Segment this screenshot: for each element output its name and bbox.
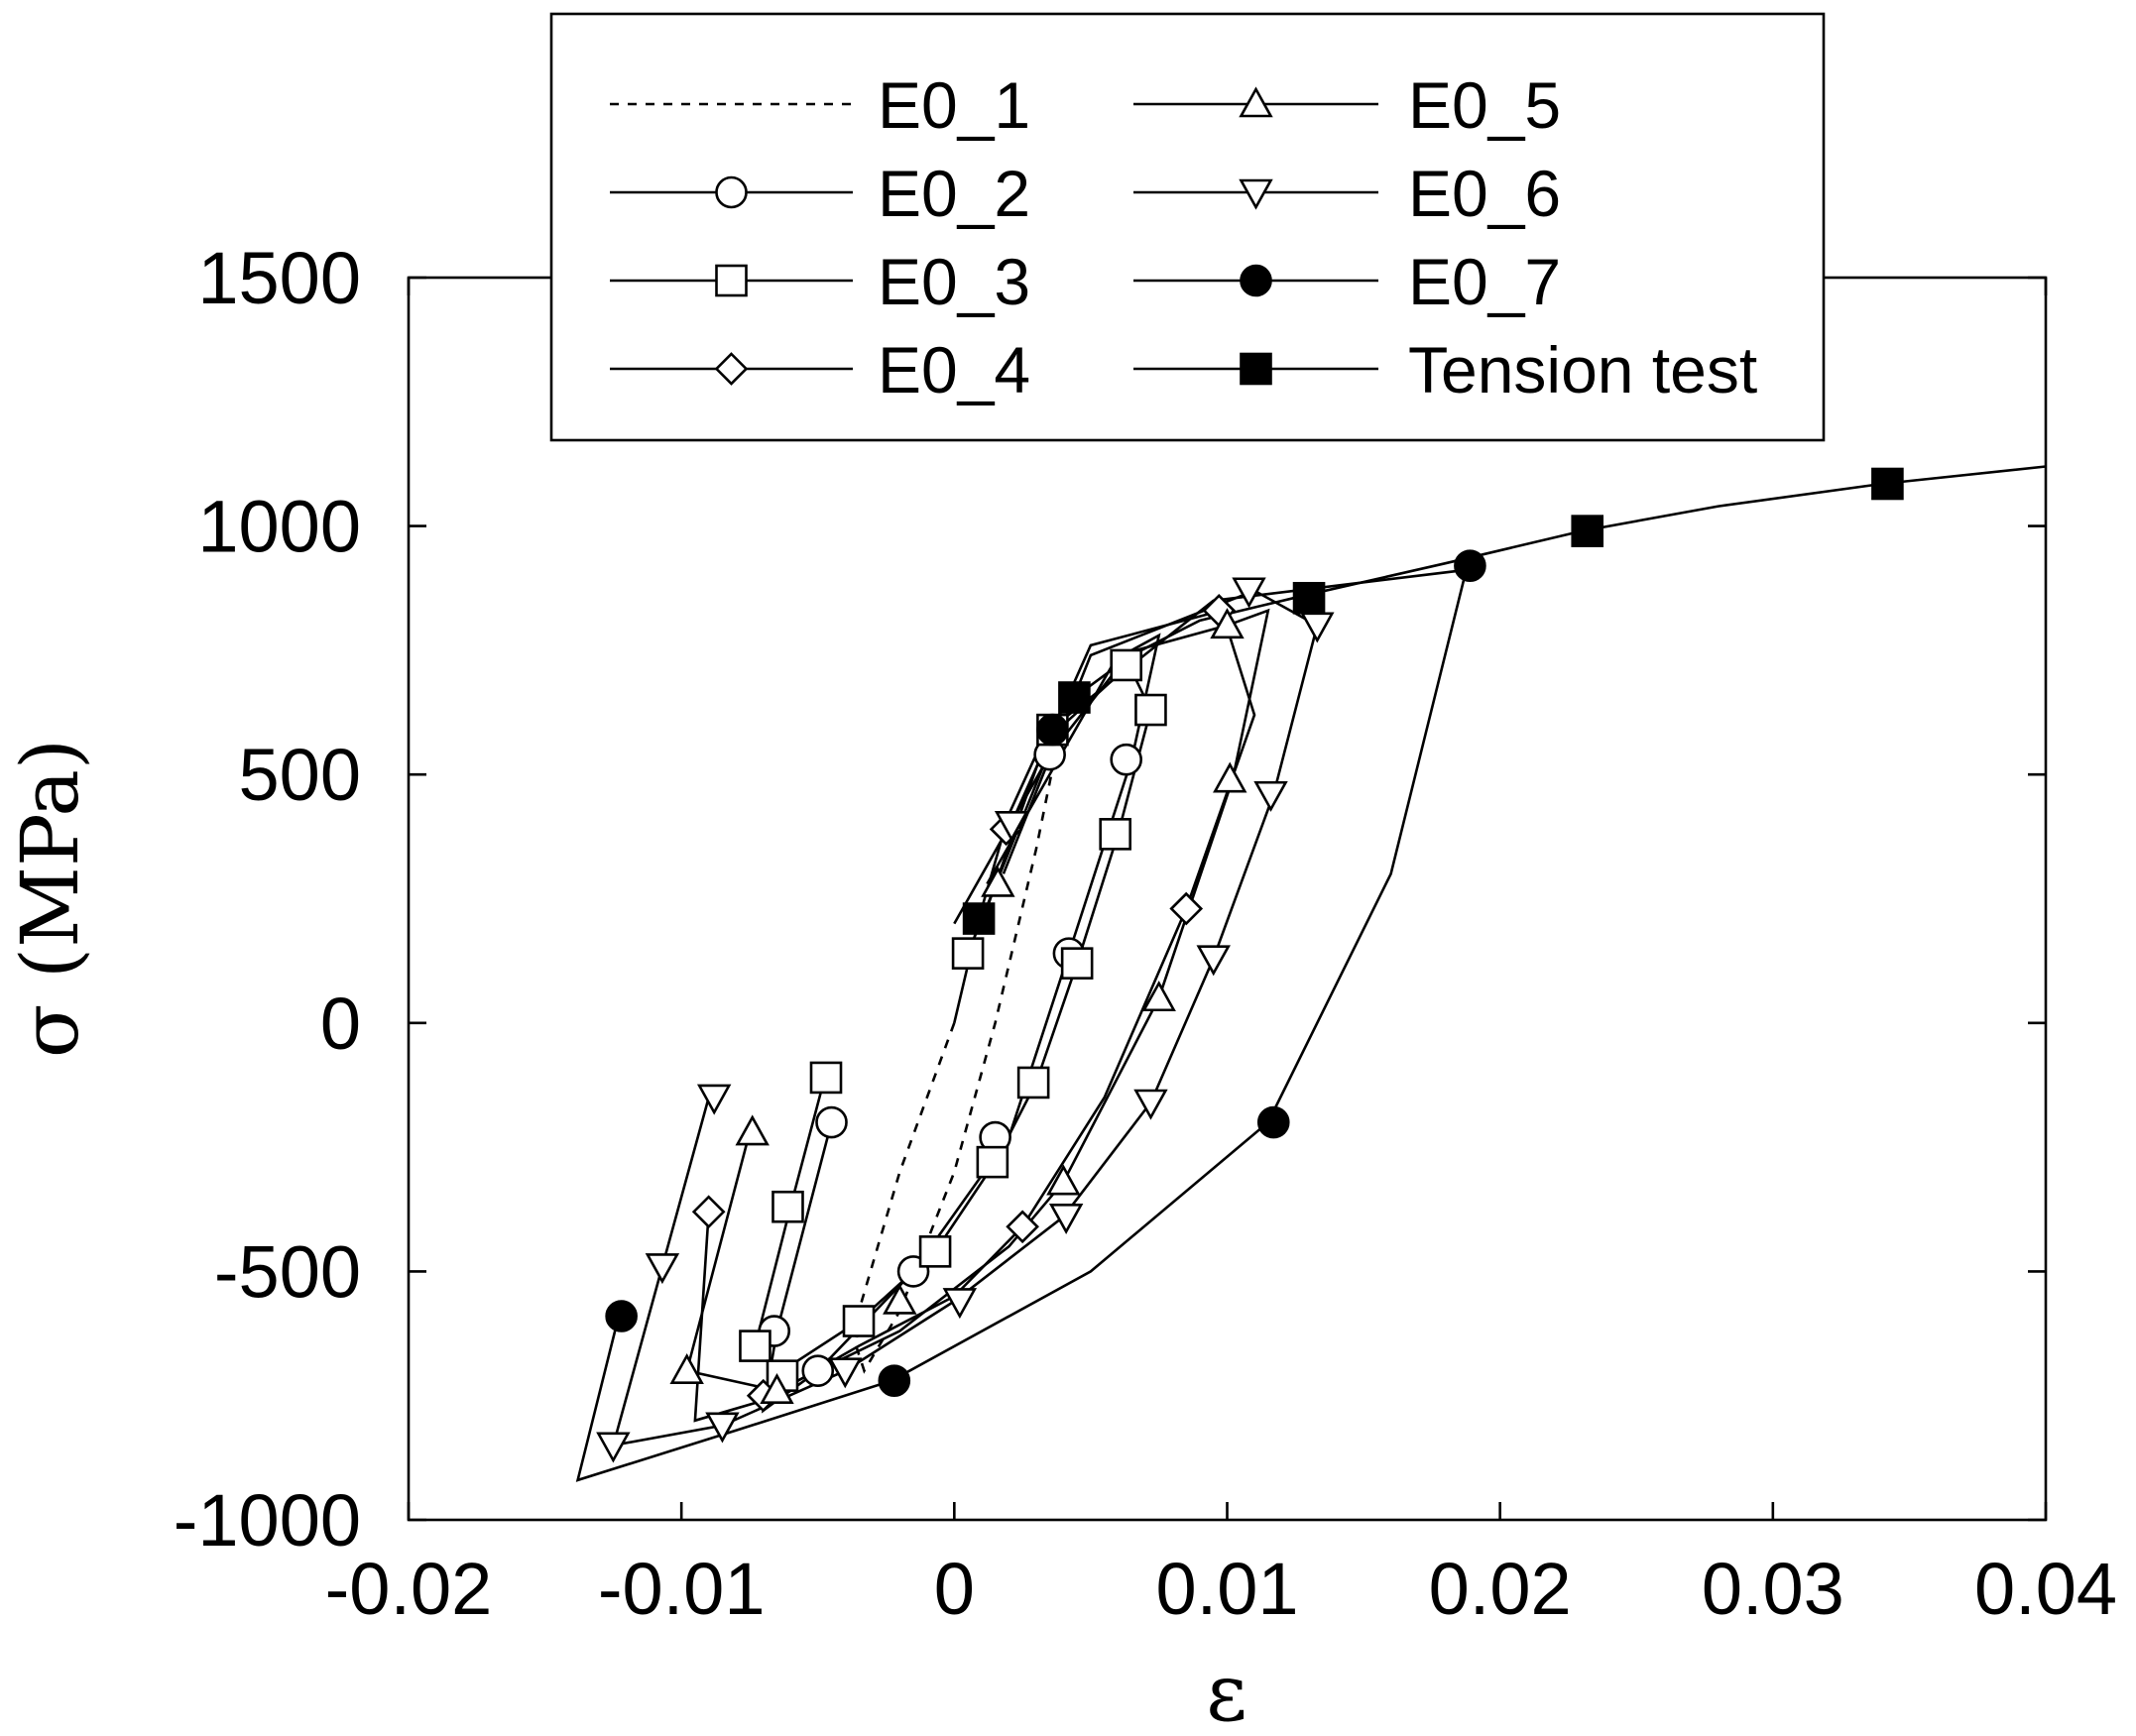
legend-marker-e0-3: [715, 264, 748, 297]
x-tick-label: 0.01: [1155, 1548, 1298, 1630]
plot-curves: [575, 465, 2047, 1482]
legend-label-e0-5: E0_5: [1408, 68, 1561, 142]
legend-label-tension-test: Tension test: [1408, 333, 1757, 406]
legend-label-e0-4: E0_4: [878, 333, 1030, 406]
legend-marker-e0-2: [715, 175, 748, 209]
data-point-e0-2: [815, 1105, 848, 1139]
y-tick-label: 1500: [197, 237, 361, 319]
data-point-e0-5: [1046, 1164, 1081, 1196]
y-tick-label: 0: [320, 983, 361, 1065]
data-point-e0-5: [1141, 981, 1176, 1012]
data-point-e0-5: [1213, 761, 1247, 793]
x-tick-label: -0.01: [598, 1548, 766, 1630]
legend-marker-e0-7: [1240, 264, 1272, 297]
data-point-e0-5: [981, 866, 1015, 897]
data-point-e0-6: [1300, 612, 1335, 643]
data-point-e0-5: [883, 1283, 917, 1315]
data-point-e0-6: [1253, 780, 1288, 812]
series-line-e0-1: [854, 714, 1065, 1374]
data-point-e0-2: [1110, 743, 1142, 776]
data-point-e0-6: [645, 1253, 680, 1285]
legend: E0_1 E0_2 E0_3 E0_4 E0_5 E0_6 E0_7 Tension test: [549, 12, 1826, 442]
legend-marker-e0-4: [714, 352, 749, 386]
data-point-e0-6: [696, 1084, 732, 1115]
legend-marker-e0-6: [1239, 178, 1273, 210]
data-point-tension-test: [1058, 681, 1091, 714]
data-point-e0-7: [878, 1364, 911, 1397]
data-point-e0-3: [1060, 947, 1094, 980]
data-point-e0-3: [951, 937, 985, 970]
x-tick-label: 0: [934, 1548, 975, 1630]
data-point-e0-6: [596, 1432, 631, 1463]
series-line-e0-4: [693, 609, 1256, 1423]
data-point-e0-3: [976, 1145, 1009, 1179]
data-point-tension-test: [962, 902, 996, 935]
data-point-e0-6: [994, 811, 1029, 842]
data-point-e0-6: [1196, 945, 1231, 977]
data-point-e0-7: [605, 1300, 638, 1332]
series-line-e0-6: [611, 589, 1319, 1447]
data-point-e0-7: [1454, 549, 1486, 582]
legend-label-e0-7: E0_7: [1408, 245, 1561, 318]
x-tick-label: 0.04: [1974, 1548, 2117, 1630]
y-axis-title: σ (MPa): [4, 739, 96, 1058]
data-point-e0-4: [691, 1195, 726, 1229]
data-point-e0-3: [842, 1305, 876, 1337]
data-point-e0-3: [809, 1061, 843, 1095]
data-point-e0-6: [1232, 577, 1266, 609]
data-point-tension-test: [1571, 515, 1604, 547]
plot-markers: [596, 467, 1904, 1463]
data-point-e0-4: [1006, 1210, 1039, 1244]
x-tick-label: 0.03: [1702, 1548, 1844, 1630]
data-point-e0-7: [1256, 1105, 1290, 1139]
data-point-e0-6: [1133, 1089, 1168, 1120]
x-tick-label: 0.02: [1429, 1548, 1572, 1630]
data-point-e0-3: [918, 1235, 952, 1268]
y-ticks: -1000 -500 0 500 1000 1500: [174, 237, 2046, 1562]
legend-marker-tension-test: [1240, 352, 1272, 386]
legend-marker-e0-5: [1239, 86, 1273, 118]
data-point-e0-7: [1036, 713, 1069, 747]
legend-label-e0-2: E0_2: [878, 157, 1030, 230]
x-axis-title: ε: [1206, 1647, 1246, 1736]
plot-frame: [407, 276, 2048, 1522]
data-point-e0-4: [1169, 891, 1204, 926]
legend-label-e0-6: E0_6: [1408, 157, 1561, 230]
data-point-e0-6: [1048, 1203, 1084, 1234]
data-point-e0-3: [1134, 693, 1167, 727]
x-ticks: -0.02 -0.01 0 0.01 0.02 0.03 0.04: [325, 278, 2117, 1630]
data-point-e0-5: [1210, 608, 1245, 639]
data-point-e0-3: [1110, 648, 1142, 682]
data-point-e0-2: [801, 1354, 835, 1387]
data-point-e0-5: [669, 1352, 704, 1384]
data-point-e0-6: [705, 1412, 740, 1444]
data-point-tension-test: [1871, 467, 1904, 501]
series-line-e0-3: [754, 662, 1152, 1373]
series-line-e0-7: [575, 562, 1470, 1482]
y-tick-label: 1000: [197, 486, 361, 568]
data-point-tension-test: [1292, 581, 1326, 615]
data-point-e0-6: [828, 1357, 863, 1389]
legend-label-e0-1: E0_1: [878, 68, 1030, 142]
data-point-e0-5: [735, 1114, 770, 1146]
data-point-e0-6: [942, 1288, 978, 1320]
y-tick-label: 500: [239, 734, 361, 816]
data-point-e0-5: [760, 1373, 794, 1404]
series-line-tension-test: [953, 465, 2047, 1024]
x-tick-label: -0.02: [325, 1548, 493, 1630]
data-point-e0-3: [771, 1190, 804, 1223]
y-tick-label: -1000: [174, 1479, 361, 1562]
data-point-e0-3: [739, 1330, 771, 1362]
data-point-e0-3: [1016, 1066, 1050, 1099]
legend-label-e0-3: E0_3: [878, 245, 1030, 318]
y-tick-label: -500: [214, 1230, 361, 1313]
data-point-e0-3: [1099, 818, 1131, 851]
